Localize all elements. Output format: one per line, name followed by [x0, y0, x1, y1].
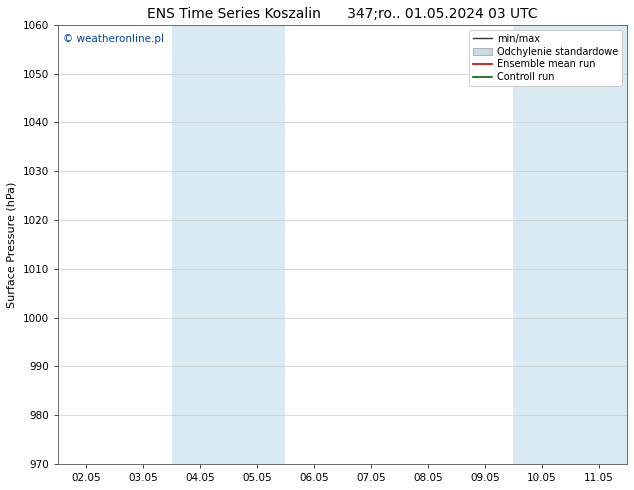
Bar	[513, 25, 627, 464]
Text: © weatheronline.pl: © weatheronline.pl	[63, 34, 164, 44]
Legend: min/max, Odchylenie standardowe, Ensemble mean run, Controll run: min/max, Odchylenie standardowe, Ensembl…	[469, 30, 622, 86]
Y-axis label: Surface Pressure (hPa): Surface Pressure (hPa)	[7, 181, 17, 308]
Title: ENS Time Series Koszalin      347;ro.. 01.05.2024 03 UTC: ENS Time Series Koszalin 347;ro.. 01.05.…	[147, 7, 538, 21]
Bar	[172, 25, 285, 464]
